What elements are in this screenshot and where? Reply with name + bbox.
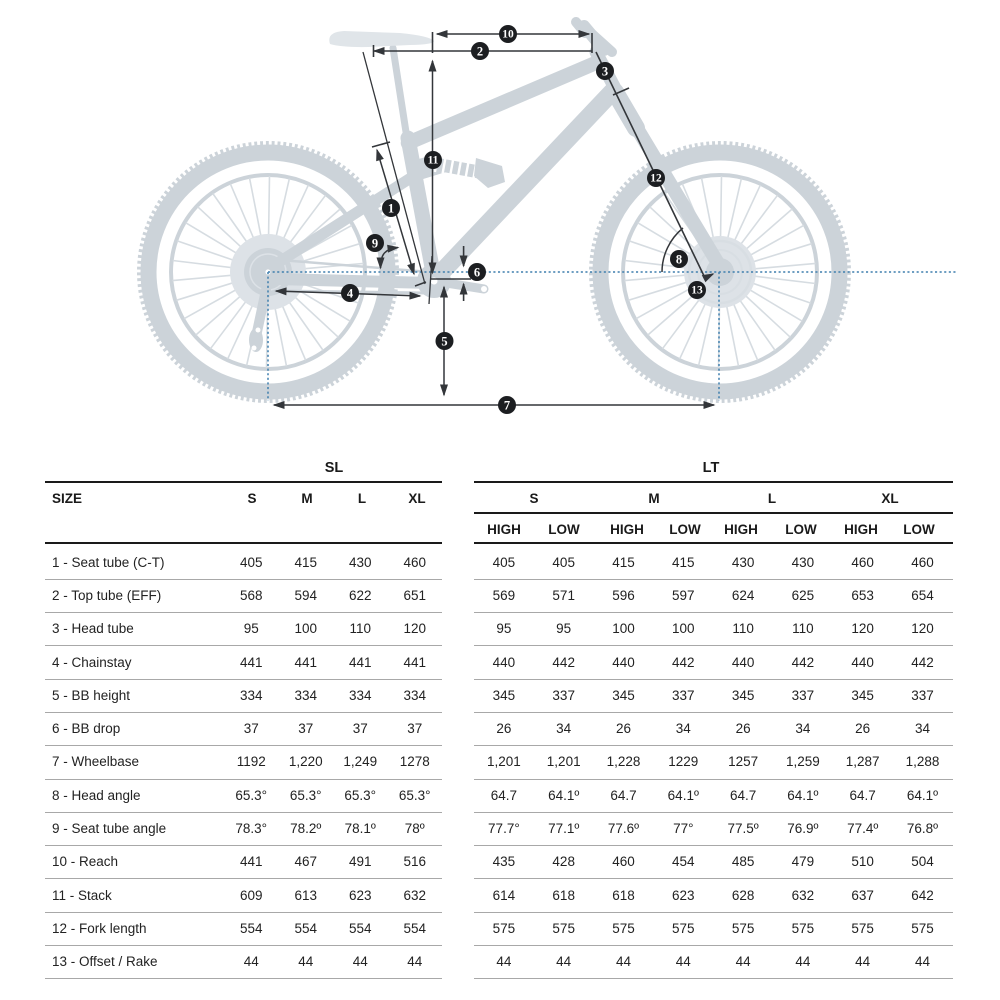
svg-text:11: 11 bbox=[428, 155, 439, 167]
svg-text:4: 4 bbox=[347, 287, 354, 301]
svg-text:7: 7 bbox=[504, 399, 510, 413]
svg-text:10: 10 bbox=[502, 29, 514, 41]
svg-text:3: 3 bbox=[602, 65, 608, 79]
svg-text:12: 12 bbox=[650, 173, 662, 185]
svg-text:1: 1 bbox=[388, 202, 394, 216]
svg-text:5: 5 bbox=[441, 335, 447, 349]
svg-text:9: 9 bbox=[372, 237, 378, 251]
svg-text:13: 13 bbox=[691, 285, 703, 297]
svg-text:6: 6 bbox=[474, 266, 480, 280]
svg-text:2: 2 bbox=[477, 45, 483, 59]
svg-text:8: 8 bbox=[676, 253, 682, 267]
